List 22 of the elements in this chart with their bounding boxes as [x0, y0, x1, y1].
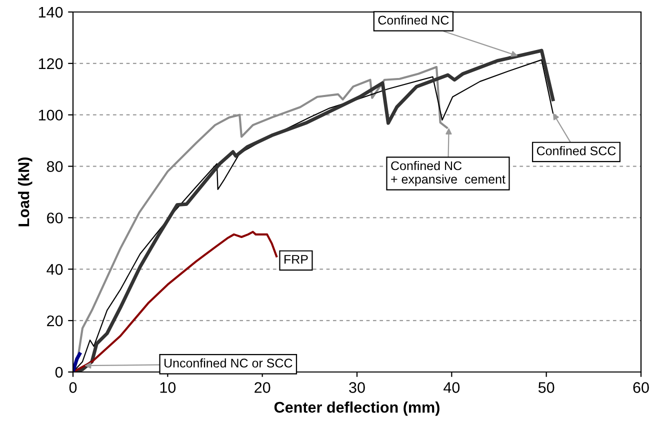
annotation: Confined NC + expansive cement: [391, 160, 506, 186]
y-tick-label: 80: [46, 161, 63, 172]
x-tick-label: 10: [160, 382, 176, 393]
y-tick-label: 40: [46, 264, 63, 275]
annotation: Confined NC: [378, 15, 449, 25]
y-tick-label: 20: [47, 315, 63, 326]
x-tick-label: 0: [69, 382, 77, 393]
y-axis-title: Load (kN): [18, 158, 32, 226]
annotation: Unconfined NC or SCC: [164, 358, 292, 368]
x-tick-label: 30: [349, 382, 365, 393]
annotation: FRP: [284, 255, 308, 264]
y-tick-label: 60: [47, 212, 63, 224]
x-tick-label: 60: [633, 382, 649, 393]
y-tick-label: 140: [38, 6, 63, 18]
annotation: Confined SCC: [536, 146, 616, 156]
x-tick-label: 40: [444, 382, 460, 393]
y-tick-label: 100: [38, 110, 63, 121]
x-tick-label: 20: [254, 382, 270, 393]
y-tick-label: 120: [38, 58, 63, 70]
x-tick-label: 50: [538, 382, 554, 393]
x-axis-title: Center deflection (mm): [274, 402, 440, 416]
y-tick-label: 0: [55, 366, 63, 378]
